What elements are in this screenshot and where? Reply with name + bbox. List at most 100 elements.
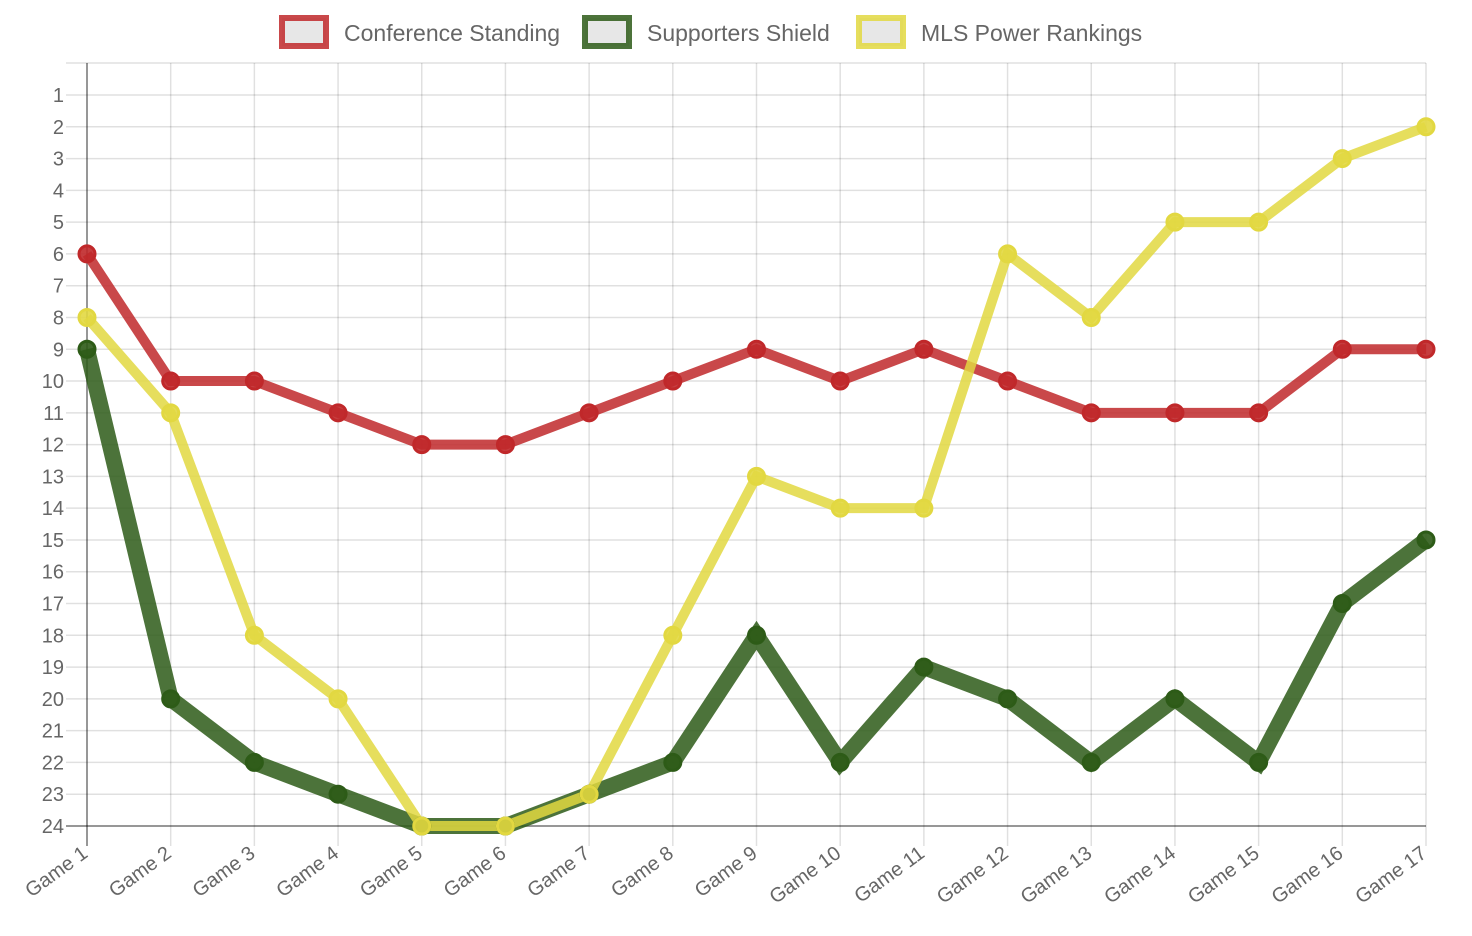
y-tick-label: 4: [53, 180, 64, 202]
data-point: [161, 371, 181, 391]
chart-legend: Conference Standing Supporters Shield MLS …: [279, 15, 1142, 49]
data-point: [830, 498, 850, 518]
data-point: [412, 435, 432, 455]
data-point: [998, 371, 1018, 391]
data-point: [1081, 307, 1101, 327]
x-tick-label: Game 8: [607, 842, 677, 902]
data-point: [412, 816, 432, 836]
legend-label: Supporters Shield: [647, 20, 830, 46]
data-point: [328, 689, 348, 709]
x-tick-label: Game 2: [105, 842, 175, 902]
data-point: [1165, 212, 1185, 232]
y-tick-label: 24: [42, 816, 64, 838]
x-tick-label: Game 12: [933, 842, 1012, 908]
data-point: [830, 371, 850, 391]
y-tick-label: 19: [42, 657, 64, 679]
x-tick-label: Game 14: [1100, 842, 1179, 908]
y-tick-label: 5: [53, 212, 64, 234]
y-tick-label: 7: [53, 276, 64, 298]
y-tick-label: 14: [42, 498, 64, 520]
data-point: [914, 339, 934, 359]
data-point: [663, 752, 683, 772]
data-point: [998, 689, 1018, 709]
y-tick-label: 12: [42, 435, 64, 457]
y-tick-label: 3: [53, 149, 64, 171]
y-tick-label: 23: [42, 784, 64, 806]
x-tick-label: Game 13: [1017, 842, 1096, 908]
y-tick-label: 9: [53, 339, 64, 361]
data-point: [914, 498, 934, 518]
data-point: [747, 625, 766, 645]
y-tick-label: 1: [53, 85, 64, 107]
legend-item[interactable]: Supporters Shield: [582, 15, 830, 49]
data-point: [244, 371, 264, 391]
y-tick-label: 20: [42, 689, 64, 711]
data-point: [747, 339, 766, 359]
data-point: [830, 752, 850, 772]
x-tick-label: Game 6: [440, 842, 510, 902]
y-tick-label: 13: [42, 466, 64, 488]
y-tick-label: 6: [53, 244, 64, 266]
y-tick-label: 2: [53, 117, 64, 139]
y-tick-label: 21: [42, 721, 64, 743]
legend-swatch: [279, 15, 329, 49]
series-points: [77, 117, 1436, 836]
data-point: [998, 244, 1018, 264]
legend-item[interactable]: MLS Power Rankings: [856, 15, 1142, 49]
y-tick-label: 22: [42, 752, 64, 774]
x-tick-label: Game 7: [524, 842, 594, 902]
data-point: [1081, 752, 1101, 772]
data-point: [1332, 339, 1352, 359]
x-tick-label: Game 4: [273, 842, 343, 902]
data-point: [1165, 689, 1185, 709]
data-point: [244, 752, 264, 772]
data-point: [663, 625, 683, 645]
x-tick-label: Game 1: [21, 842, 91, 902]
data-point: [77, 244, 97, 264]
legend-label: Conference Standing: [344, 20, 560, 46]
data-point: [1416, 339, 1436, 359]
y-tick-label: 8: [53, 307, 64, 329]
chart-grid: [66, 62, 1427, 846]
x-axis-tick-labels: Game 1 Game 2 Game 3 Game 4 Game 5 Game 6 Game…: [21, 842, 1430, 908]
data-point: [1416, 117, 1436, 137]
y-tick-label: 18: [42, 625, 64, 647]
x-tick-label: Game 15: [1184, 842, 1263, 908]
data-point: [1081, 403, 1101, 423]
legend-swatch: [856, 15, 906, 49]
data-point: [1249, 212, 1269, 232]
y-tick-label: 11: [43, 403, 64, 425]
data-point: [579, 784, 599, 804]
x-tick-label: Game 11: [851, 842, 929, 907]
chart-axes: [66, 63, 1426, 846]
legend-swatch: [582, 15, 632, 49]
data-point: [1249, 403, 1269, 423]
legend-label: MLS Power Rankings: [921, 20, 1142, 46]
data-point: [1332, 149, 1352, 169]
data-point: [161, 689, 181, 709]
x-tick-label: Game 5: [356, 842, 426, 902]
data-point: [161, 403, 181, 423]
data-point: [1332, 594, 1352, 614]
data-point: [663, 371, 683, 391]
data-point: [495, 816, 515, 836]
data-point: [244, 625, 264, 645]
x-tick-label: Game 17: [1351, 842, 1430, 908]
y-tick-label: 10: [42, 371, 64, 393]
y-tick-label: 17: [42, 594, 64, 616]
data-point: [328, 784, 348, 804]
x-tick-label: Game 16: [1268, 842, 1347, 908]
x-tick-label: Game 9: [691, 842, 761, 902]
data-point: [328, 403, 348, 423]
data-point: [1165, 403, 1185, 423]
data-point: [1249, 752, 1269, 772]
y-tick-label: 16: [42, 562, 64, 584]
legend-item[interactable]: Conference Standing: [279, 15, 560, 49]
y-tick-label: 15: [42, 530, 64, 552]
data-point: [495, 435, 515, 455]
data-point: [77, 339, 97, 359]
x-tick-label: Game 3: [189, 842, 259, 902]
x-tick-label: Game 10: [766, 842, 845, 908]
